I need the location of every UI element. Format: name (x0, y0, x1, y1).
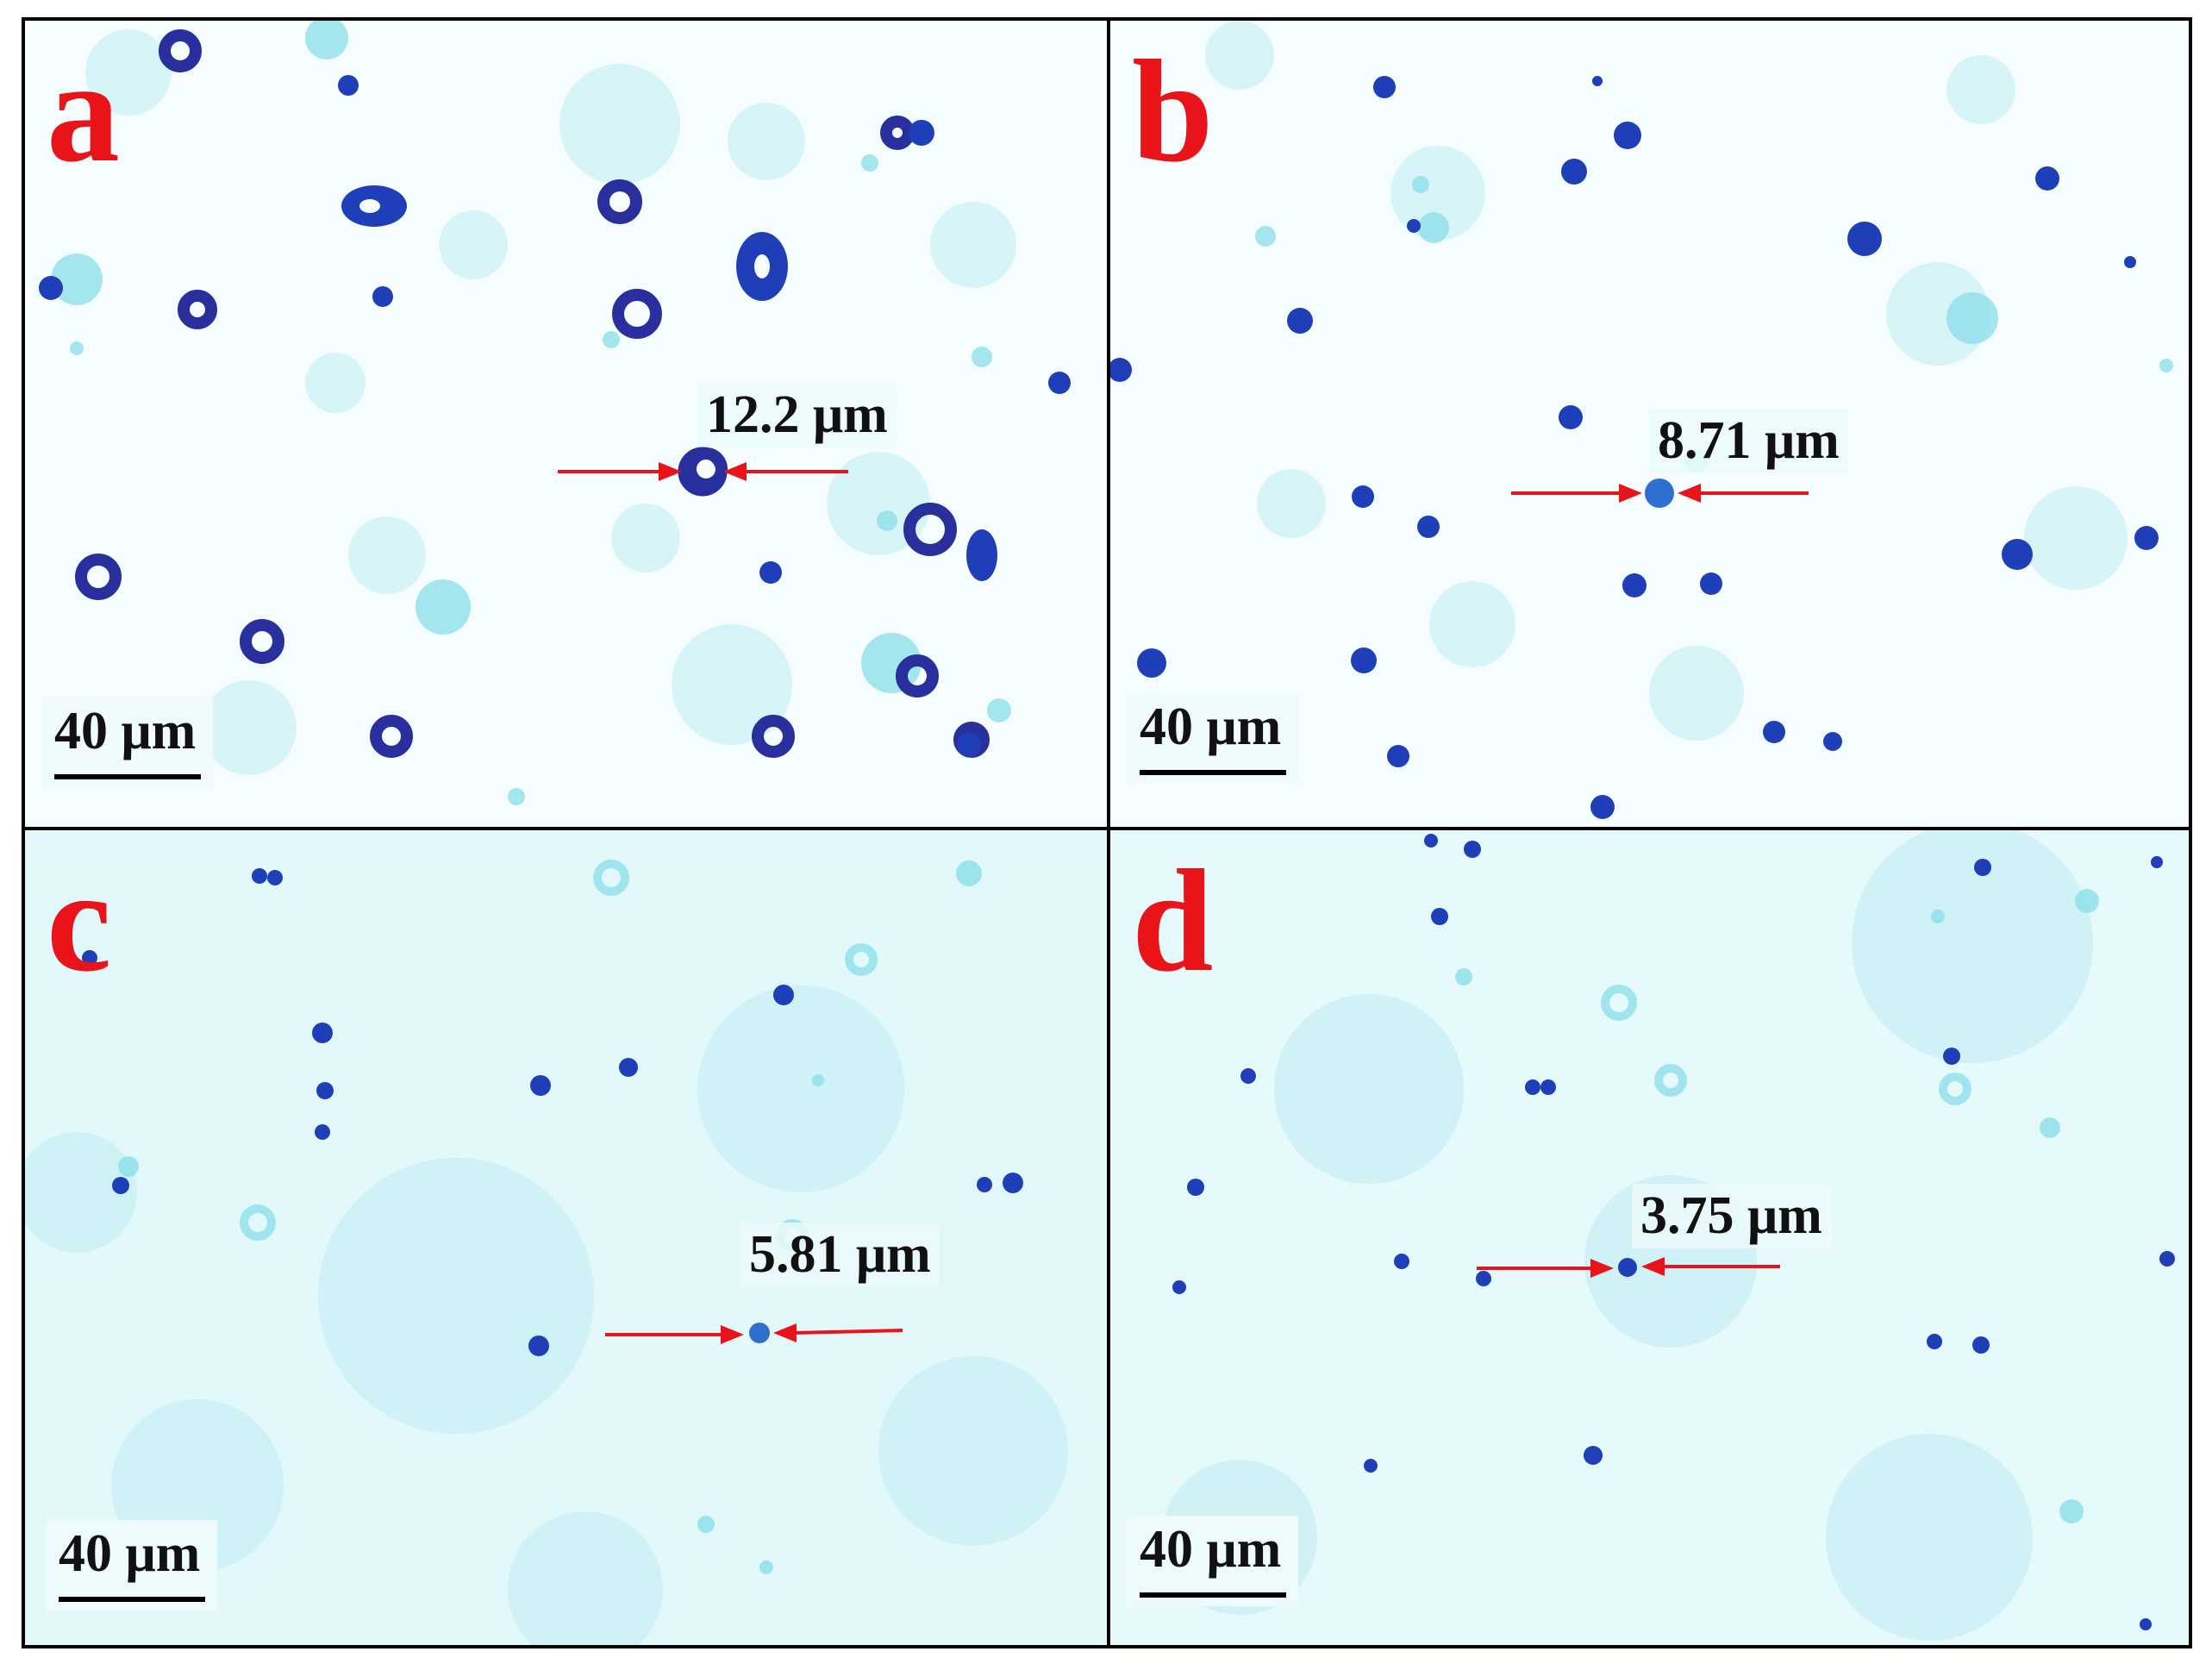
panel-a-particles (39, 29, 1071, 758)
panel-label-d: d (1132, 840, 1214, 1002)
microscopy-figure: a 12.2 μm 40 μm (22, 17, 2192, 1648)
panel-d: d 3.75 μm 40 μm (1110, 830, 2189, 1645)
panel-label-b: b (1132, 30, 1214, 192)
panel-b: b 8.71 μm 40 μm (1110, 21, 2189, 827)
scale-bar-line-c (59, 1597, 205, 1602)
scale-bar-label-d: 40 μm (1140, 1520, 1282, 1579)
panel-b-particles (1110, 76, 2159, 819)
panel-a: a 12.2 μm 40 μm (25, 21, 1107, 827)
scale-bar-a: 40 μm (42, 698, 213, 788)
scale-bar-line-d (1140, 1592, 1286, 1598)
horizontal-divider (25, 827, 2189, 830)
scale-bar-label-b: 40 μm (1140, 698, 1282, 756)
scale-bar-d: 40 μm (1128, 1516, 1298, 1606)
measurement-label-d: 3.75 μm (1632, 1184, 1831, 1248)
panel-a-background (51, 21, 1016, 805)
panel-label-a: a (47, 30, 120, 192)
measurement-label-c: 5.81 μm (740, 1223, 940, 1287)
panel-c: c 5.81 μm 40 μm (25, 830, 1107, 1645)
scale-bar-c: 40 μm (47, 1520, 217, 1611)
scale-bar-label-a: 40 μm (54, 702, 197, 760)
measurement-label-b: 8.71 μm (1649, 409, 1848, 473)
vertical-divider (1107, 21, 1110, 1645)
panel-b-background (1205, 21, 2173, 741)
measurement-label-a: 12.2 μm (697, 383, 897, 447)
panel-c-particles (82, 868, 1023, 1356)
scale-bar-label-c: 40 μm (59, 1524, 201, 1583)
panel-label-c: c (47, 840, 112, 1002)
scale-bar-line-a (54, 774, 201, 779)
scale-bar-b: 40 μm (1128, 693, 1298, 784)
panel-d-particles (1172, 834, 2175, 1630)
scale-bar-line-b (1140, 770, 1286, 775)
